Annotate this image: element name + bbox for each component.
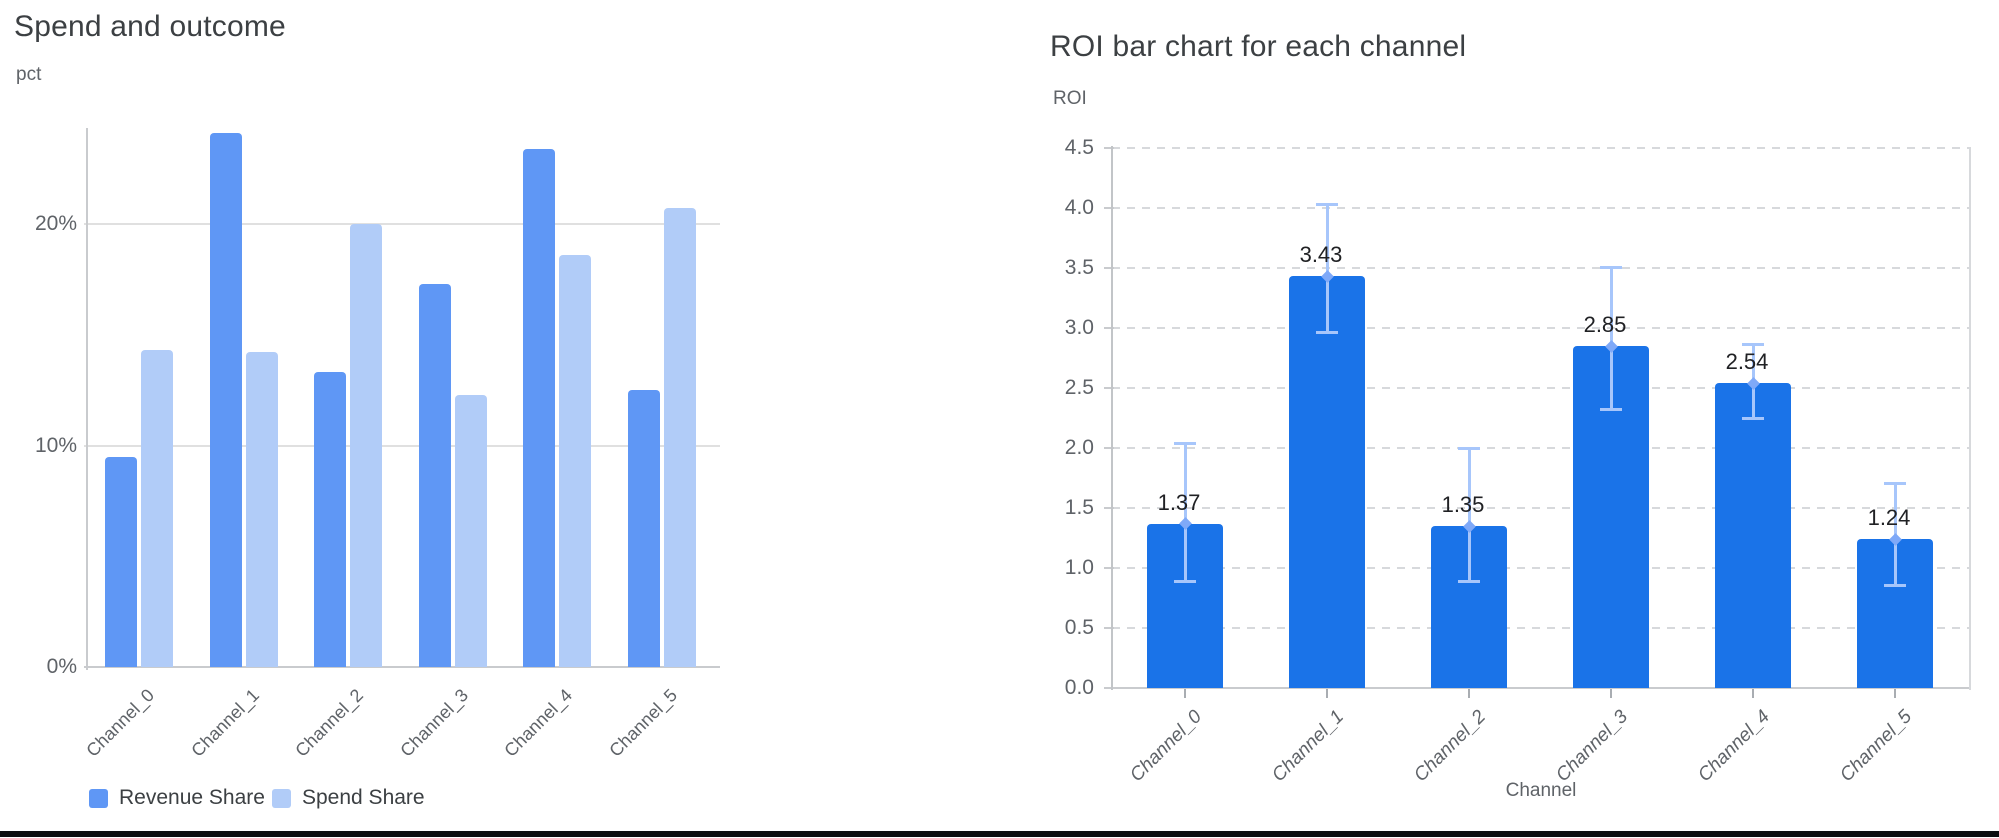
- bottom-divider: [0, 831, 1999, 837]
- spend-share-swatch: [272, 788, 291, 808]
- left-chart-y-axis-unit: pct: [16, 64, 42, 85]
- revenue-share-swatch: [89, 788, 108, 808]
- right-chart-x-axis-title: Channel: [1505, 780, 1577, 801]
- legend-item-spend-share: Spend Share: [272, 786, 425, 810]
- right-chart-title: ROI bar chart for each channel: [1050, 30, 1467, 63]
- legend-item-revenue-share: Revenue Share: [89, 786, 265, 810]
- revenue-share-legend-label: Revenue Share: [119, 786, 265, 809]
- left-chart-title: Spend and outcome: [14, 10, 286, 43]
- spend-share-legend-label: Spend Share: [302, 786, 425, 809]
- right-chart-y-axis-unit: ROI: [1053, 88, 1087, 109]
